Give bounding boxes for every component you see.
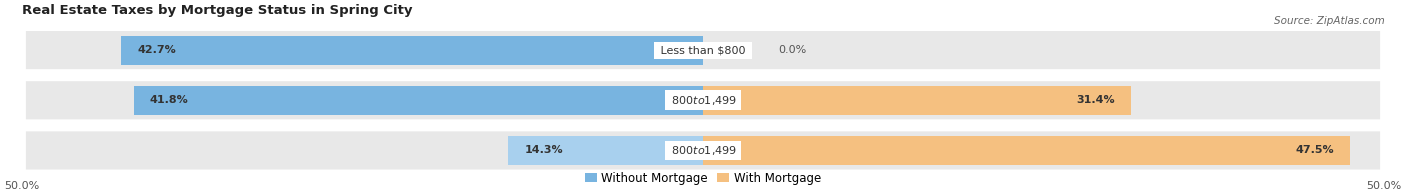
Text: Real Estate Taxes by Mortgage Status in Spring City: Real Estate Taxes by Mortgage Status in … (21, 4, 412, 17)
Bar (508, 136, 703, 165)
Text: $800 to $1,499: $800 to $1,499 (668, 144, 738, 157)
FancyBboxPatch shape (25, 131, 1381, 169)
Text: Less than $800: Less than $800 (657, 45, 749, 55)
Bar (134, 86, 703, 115)
Text: Source: ZipAtlas.com: Source: ZipAtlas.com (1274, 16, 1385, 26)
FancyBboxPatch shape (25, 81, 1381, 119)
Bar (121, 35, 703, 65)
Text: 14.3%: 14.3% (524, 145, 564, 155)
Text: 31.4%: 31.4% (1076, 95, 1115, 105)
Text: 47.5%: 47.5% (1295, 145, 1334, 155)
Legend: Without Mortgage, With Mortgage: Without Mortgage, With Mortgage (585, 172, 821, 185)
FancyBboxPatch shape (25, 31, 1381, 69)
Text: 41.8%: 41.8% (150, 95, 188, 105)
Bar (703, 136, 1350, 165)
Bar (703, 86, 1130, 115)
Text: 0.0%: 0.0% (778, 45, 806, 55)
Text: $800 to $1,499: $800 to $1,499 (668, 94, 738, 107)
Text: 42.7%: 42.7% (138, 45, 176, 55)
